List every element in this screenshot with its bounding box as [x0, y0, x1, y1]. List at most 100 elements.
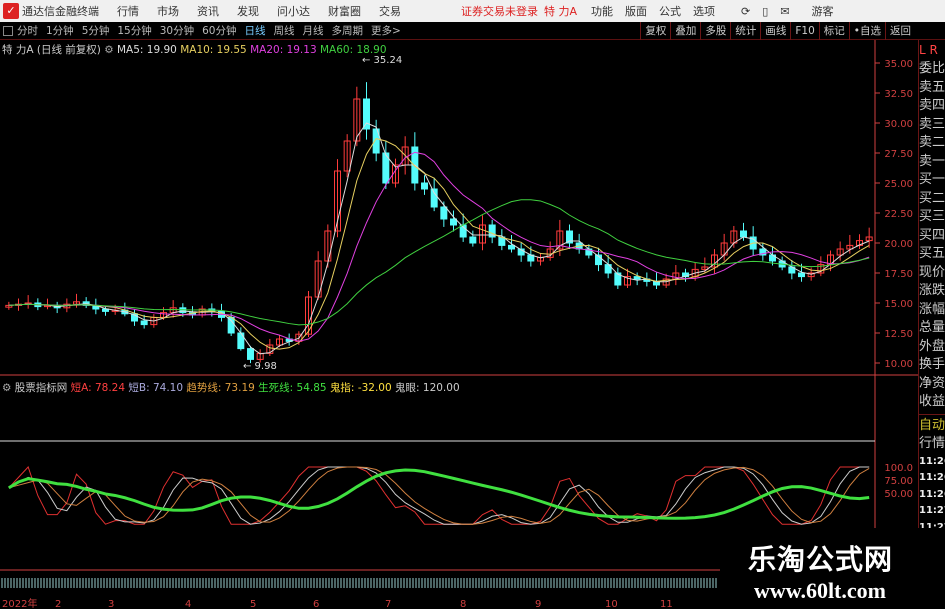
- settings-icon[interactable]: ⚙: [104, 44, 114, 56]
- candle-body: [140, 320, 148, 326]
- candle-body: [807, 272, 815, 278]
- ma5-line: [8, 122, 870, 355]
- panel-tab-0[interactable]: 自动: [919, 417, 945, 433]
- date-tick-label: 9: [535, 599, 541, 609]
- candle-body: [836, 248, 844, 256]
- menu-0[interactable]: 行情: [117, 5, 139, 18]
- ma10-value: MA10: 19.55: [180, 44, 247, 56]
- quote-label: 委比: [919, 61, 945, 76]
- phone-icon[interactable]: ▯: [762, 4, 769, 18]
- price-tick-label: 20.00: [884, 239, 913, 250]
- ghost-index-value: 鬼指: -32.00: [329, 382, 392, 394]
- watermark: 乐淘公式网 www.60lt.com: [720, 528, 945, 609]
- quote-label: 收益: [919, 394, 945, 409]
- quote-label: 现价: [919, 264, 945, 280]
- ma60-line: [8, 199, 870, 326]
- date-tick-label: 5: [250, 599, 256, 609]
- tick-time: 11:26: [919, 488, 945, 500]
- indicator-info-line: ⚙ 股票指标网 短A: 78.24 短B: 74.10 趋势线: 73.19 生…: [2, 380, 460, 395]
- period-tab-9[interactable]: 多周期: [331, 25, 364, 37]
- candle-body: [614, 272, 622, 286]
- price-tick-label: 25.00: [884, 179, 913, 190]
- price-tick-label: 32.50: [884, 89, 913, 100]
- candle-body: [846, 244, 854, 250]
- tool-button-2[interactable]: 多股: [700, 22, 730, 40]
- period-tab-8[interactable]: 月线: [302, 25, 324, 37]
- ghost-eye-value: 鬼眼: 120.00: [395, 382, 460, 394]
- candle-body: [227, 316, 235, 334]
- quote-label: 买三: [919, 209, 945, 224]
- tick-time: 11:27: [919, 521, 945, 533]
- period-tab-1[interactable]: 1分钟: [46, 25, 74, 37]
- price-tick-label: 17.50: [884, 269, 913, 280]
- menu-1[interactable]: 市场: [157, 5, 179, 18]
- message-icon[interactable]: ✉: [780, 4, 790, 18]
- period-tab-5[interactable]: 60分钟: [202, 25, 237, 37]
- panel-tab-1[interactable]: 行情: [919, 436, 945, 451]
- quote-label: 涨跌: [919, 283, 945, 298]
- right-menu-2[interactable]: 公式: [659, 5, 682, 18]
- settings-icon[interactable]: ⚙: [2, 382, 12, 394]
- user-label[interactable]: 游客: [811, 5, 834, 18]
- tool-button-4[interactable]: 画线: [760, 22, 790, 40]
- toolbar: 复权 叠加 多股 统计 画线 F10 标记 •自选 返回: [640, 22, 915, 40]
- tool-button-5[interactable]: F10: [790, 22, 818, 40]
- candle-body: [759, 248, 767, 256]
- quote-label: 买四: [919, 227, 945, 243]
- candle-body: [421, 182, 428, 190]
- quote-label: 涨幅: [919, 301, 945, 317]
- period-tab-2[interactable]: 5分钟: [81, 25, 110, 37]
- tool-button-3[interactable]: 统计: [730, 22, 760, 40]
- ma60-value: MA60: 18.90: [319, 44, 387, 56]
- candle-body: [479, 224, 486, 244]
- tool-button-0[interactable]: 复权: [640, 22, 670, 40]
- menu-5[interactable]: 财富圈: [328, 5, 361, 18]
- app-title: 通达信金融终端: [22, 5, 99, 18]
- candle-body: [488, 224, 496, 238]
- right-menu-0[interactable]: 功能: [591, 5, 614, 18]
- quote-panel: L R 委比 卖五 卖四 卖三 卖二 卖一 买一 买二 买三 买四 买五 现价 涨跌 涨幅 总量 外盘 换手 净资收…: [918, 40, 945, 580]
- kline-chart[interactable]: 35.00 32.50 30.00 27.50 25.00 22.50 20.00 17.50…: [0, 40, 918, 609]
- tool-button-8[interactable]: 返回: [885, 22, 915, 40]
- date-tick-label: 4: [185, 599, 191, 609]
- period-tab-4[interactable]: 30分钟: [159, 25, 195, 37]
- period-tab-3[interactable]: 15分钟: [117, 25, 152, 37]
- candle-body: [556, 230, 564, 250]
- quote-label: 买五: [919, 246, 945, 261]
- toggle-icon[interactable]: [3, 25, 13, 36]
- price-tick-label: 15.00: [884, 299, 913, 310]
- menu-3[interactable]: 发现: [237, 5, 259, 18]
- right-menu-1[interactable]: 版面: [625, 5, 648, 18]
- date-tick-label: 3: [108, 599, 114, 609]
- stock-name: 特 力A (日线 前复权): [2, 44, 101, 56]
- quote-label: 换手: [919, 357, 945, 372]
- tool-button-6[interactable]: 标记: [818, 22, 849, 40]
- trend-line: [8, 466, 870, 525]
- refresh-icon[interactable]: ⟳: [741, 4, 751, 18]
- price-tick-label: 30.00: [884, 119, 913, 130]
- tick-time: 11:26: [919, 472, 945, 483]
- menu-2[interactable]: 资讯: [197, 5, 219, 18]
- candle-body: [334, 170, 341, 232]
- short-a-value: 短A: 78.24: [70, 382, 126, 394]
- tool-button-1[interactable]: 叠加: [670, 22, 700, 40]
- period-tab-0[interactable]: 分时: [17, 25, 38, 37]
- title-bar: ✓ 通达信金融终端 行情 市场 资讯 发现 问小达 财富圈 交易 证券交易未登录 特 力A …: [0, 0, 945, 22]
- period-tab-7[interactable]: 周线: [273, 25, 295, 37]
- indicator-tick-label: 100.0: [884, 463, 913, 474]
- menu-6[interactable]: 交易: [379, 5, 401, 18]
- date-tick-label: 2022年: [2, 597, 37, 609]
- tool-button-7[interactable]: •自选: [848, 22, 885, 40]
- lr-toggle[interactable]: L R: [919, 43, 938, 57]
- menu-4[interactable]: 问小达: [277, 5, 310, 18]
- life-line: [8, 468, 870, 520]
- quote-label: 外盘: [919, 338, 945, 354]
- ma20-value: MA20: 19.13: [250, 44, 317, 56]
- login-status[interactable]: 证券交易未登录: [461, 5, 538, 18]
- date-tick-label: 10: [605, 599, 618, 609]
- candle-body: [517, 248, 525, 256]
- period-tab-10[interactable]: 更多>: [371, 25, 401, 37]
- period-tab-6[interactable]: 日线: [244, 25, 266, 37]
- right-menu-3[interactable]: 选项: [693, 5, 716, 18]
- price-tick-label: 22.50: [884, 209, 913, 220]
